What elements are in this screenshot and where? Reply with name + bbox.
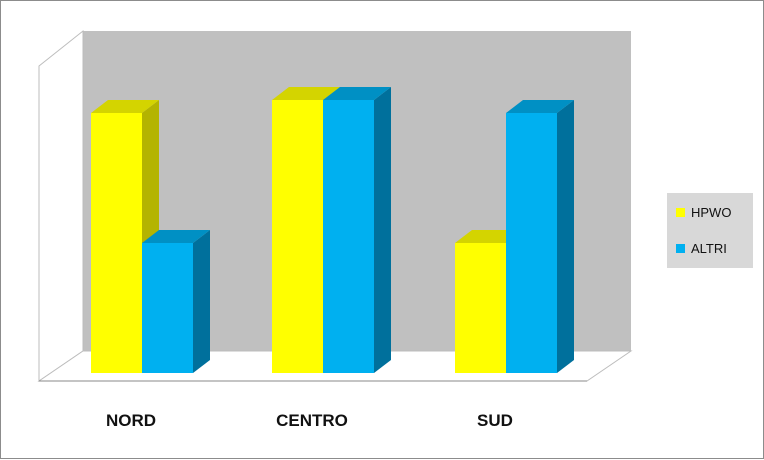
bar-altri-sud-side xyxy=(557,100,574,373)
legend-swatch-hpwo xyxy=(676,208,685,217)
bar-altri-sud-top xyxy=(506,100,574,113)
bar-altri-centro-top xyxy=(323,87,391,100)
bar-altri-centro-side xyxy=(374,87,391,373)
category-label-centro: CENTRO xyxy=(276,411,348,430)
legend-label-hpwo: HPWO xyxy=(691,205,731,220)
bar-altri-nord xyxy=(142,243,193,373)
bar-altri-nord-top xyxy=(142,230,210,243)
bar-altri-nord-side xyxy=(193,230,210,373)
category-label-nord: NORD xyxy=(106,411,156,430)
bar-hpwo-centro xyxy=(272,100,323,373)
bar-hpwo-sud xyxy=(455,243,506,373)
category-label-sud: SUD xyxy=(477,411,513,430)
side-wall xyxy=(38,29,84,382)
legend: HPWO ALTRI xyxy=(667,193,753,268)
legend-swatch-altri xyxy=(676,244,685,253)
bar-altri-sud xyxy=(506,113,557,373)
bar-altri-centro xyxy=(323,100,374,373)
bar-hpwo-nord-top xyxy=(91,100,159,113)
legend-box xyxy=(667,193,753,268)
bar-hpwo-nord xyxy=(91,113,142,373)
bars-group xyxy=(91,87,574,373)
bar-hpwo-centro-top xyxy=(272,87,340,100)
legend-label-altri: ALTRI xyxy=(691,241,727,256)
